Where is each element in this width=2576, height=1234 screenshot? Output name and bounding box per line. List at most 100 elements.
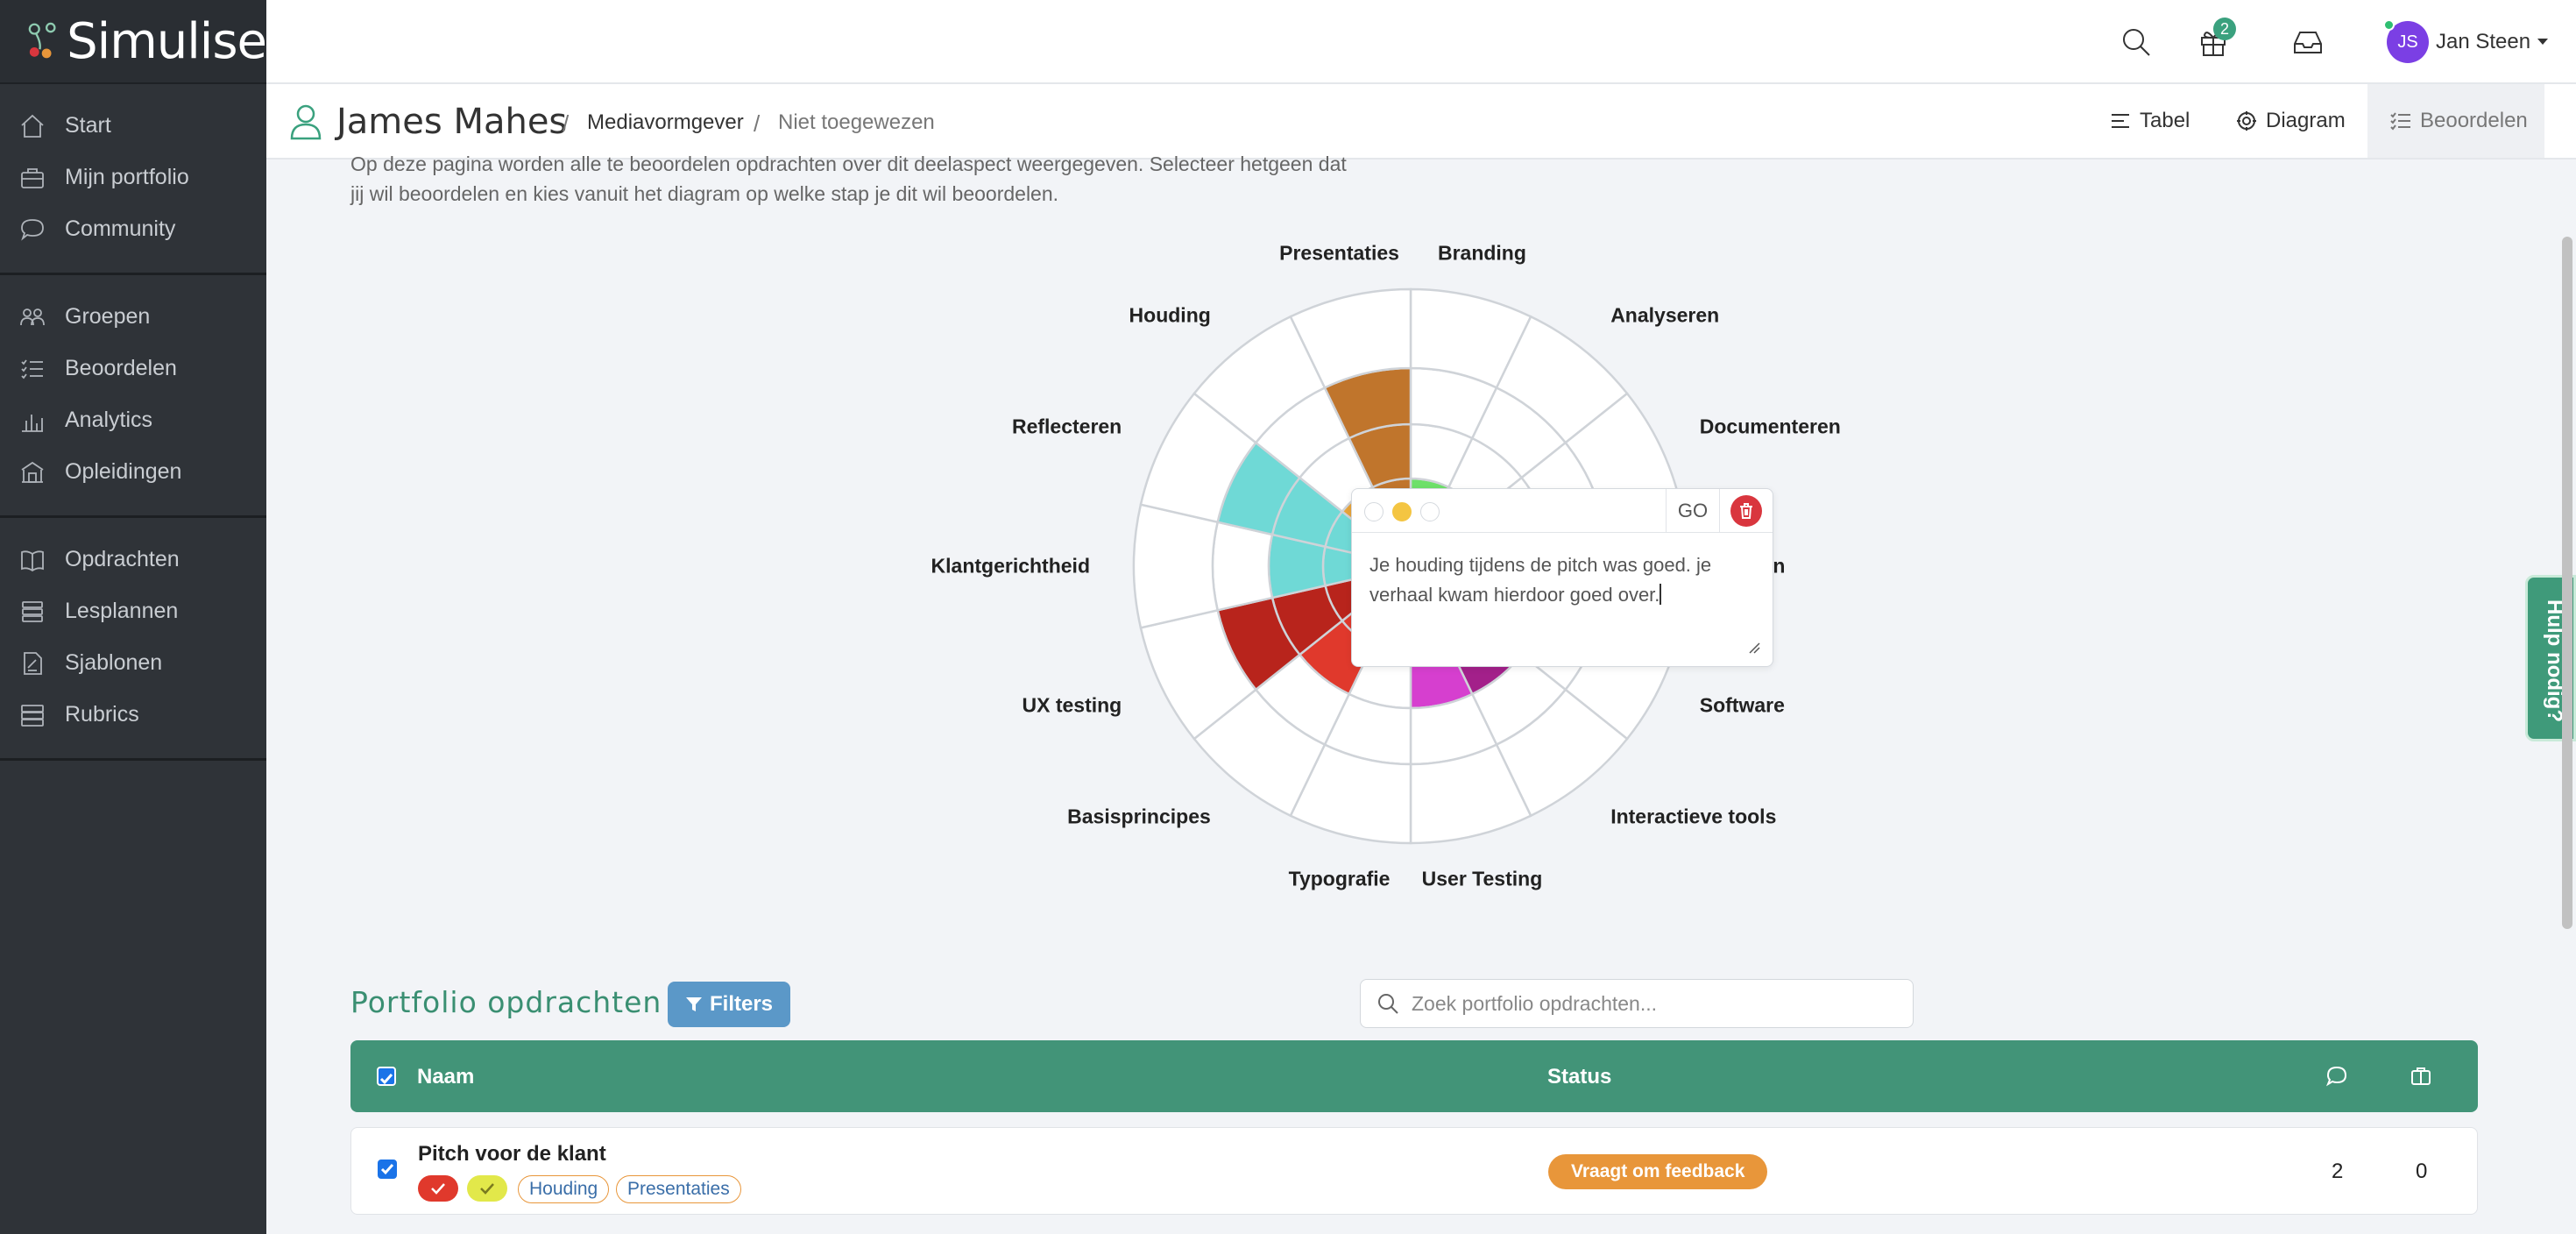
breadcrumb-separator: / (754, 110, 761, 137)
resize-handle-icon[interactable] (1748, 642, 1760, 654)
chart-category-label: Analyseren (1610, 303, 1720, 327)
table-row[interactable]: Pitch voor de klant Houding Presentaties… (350, 1127, 2478, 1215)
tab-diagram[interactable]: Diagram (2236, 84, 2367, 158)
comment-icon[interactable] (2325, 1065, 2348, 1088)
home-icon (21, 114, 44, 138)
chart-category-label: Basisprincipes (1067, 805, 1211, 828)
nav-group: Groepen Beoordelen Analytics Opleidingen (0, 275, 266, 518)
sidebar-item-label: Rubrics (65, 702, 139, 727)
search-icon[interactable] (2120, 26, 2152, 58)
logo[interactable]: Simulise (0, 0, 267, 84)
chart-category-label: Typografie (1288, 867, 1391, 890)
sidebar-item-mijn-portfolio[interactable]: Mijn portfolio (0, 152, 266, 203)
column-header-status[interactable]: Status (1547, 1065, 1612, 1089)
inbox-icon[interactable] (2292, 26, 2324, 58)
column-header-name[interactable]: Naam (417, 1065, 475, 1089)
sidebar-item-rubrics[interactable]: Rubrics (0, 689, 266, 741)
tab-beoordelen[interactable]: Beoordelen (2367, 84, 2544, 158)
chart-segment-presentaties-level-4[interactable] (1289, 287, 1412, 390)
chart-category-label: Reflecteren (1011, 415, 1122, 438)
stack-icon (22, 600, 43, 622)
attachment-count: 0 (2416, 1160, 2428, 1183)
breadcrumb-separator: / (563, 110, 570, 137)
user-name[interactable]: Jan Steen (2436, 30, 2531, 53)
color-dot-yellow[interactable] (1392, 502, 1412, 521)
tab-label: Tabel (2140, 109, 2190, 132)
tab-tabel[interactable]: Tabel (2110, 84, 2208, 158)
comment-line: verhaal kwam hierdoor goed over. (1369, 584, 1660, 606)
chart-category-label: User Testing (1421, 867, 1543, 890)
simulise-logo-icon (28, 22, 56, 59)
filters-label: Filters (709, 992, 774, 1016)
sidebar-item-label: Mijn portfolio (65, 165, 189, 189)
chat-icon (21, 218, 44, 241)
breadcrumb-item-program[interactable]: Mediavormgever (587, 110, 744, 134)
sidebar-item-community[interactable]: Community (0, 203, 266, 255)
sidebar-item-label: Start (65, 113, 111, 138)
color-dot-white[interactable] (1420, 502, 1440, 521)
user-icon (289, 103, 322, 140)
sidebar: Simulise Start Mijn portfolio Community Gro… (0, 0, 267, 1234)
bar-chart-icon (22, 414, 43, 432)
gift-icon[interactable] (2197, 26, 2229, 58)
list-icon (2112, 114, 2129, 128)
briefcase-icon[interactable] (2410, 1065, 2432, 1088)
chart-category-label: Software (1699, 693, 1785, 717)
avatar[interactable]: JS (2387, 21, 2429, 63)
skill-tag: Houding (518, 1175, 610, 1203)
filter-icon (685, 997, 702, 1011)
search-input[interactable] (1412, 991, 1885, 1016)
status-badge: Vraagt om feedback (1548, 1154, 1768, 1189)
trash-icon (1740, 503, 1752, 519)
go-button[interactable]: GO (1666, 489, 1720, 533)
sidebar-item-label: Sjablonen (65, 650, 163, 675)
sidebar-item-opdrachten[interactable]: Opdrachten (0, 534, 266, 585)
chart-category-label: UX testing (1022, 693, 1122, 717)
check-icon (480, 1183, 494, 1195)
tab-label: Diagram (2266, 109, 2346, 132)
sidebar-item-analytics[interactable]: Analytics (0, 394, 266, 446)
task-name[interactable]: Pitch voor de klant (418, 1142, 606, 1166)
search-box (1360, 979, 1914, 1028)
chart-segment-klantgerichtheid-level-4[interactable] (1132, 503, 1220, 629)
chart-category-label: Interactieve tools (1610, 805, 1777, 828)
comment-textarea[interactable]: Je houding tijdens de pitch was goed. je… (1369, 550, 1755, 610)
chart-category-label: Houding (1129, 303, 1211, 327)
sidebar-item-lesplannen[interactable]: Lesplannen (0, 585, 266, 637)
server-icon (21, 704, 44, 727)
color-dot-white[interactable] (1364, 502, 1384, 521)
intro-line: jij wil beoordelen en kies vanuit het di… (350, 182, 1059, 205)
row-checkbox[interactable] (378, 1160, 397, 1179)
checklist-icon (2390, 112, 2410, 131)
briefcase-icon (21, 167, 44, 188)
file-icon (24, 651, 42, 675)
sidebar-item-groepen[interactable]: Groepen (0, 291, 266, 343)
book-icon (21, 550, 44, 571)
chart-segment-klantgerichtheid-level-3[interactable] (1211, 521, 1274, 612)
scrollbar[interactable] (2562, 237, 2572, 929)
checklist-icon (21, 358, 43, 379)
sidebar-item-opleidingen[interactable]: Opleidingen (0, 446, 266, 498)
select-all-checkbox[interactable] (377, 1067, 396, 1086)
sidebar-item-sjablonen[interactable]: Sjablonen (0, 637, 266, 689)
chart-category-label: Documenteren (1699, 415, 1841, 438)
sidebar-item-start[interactable]: Start (0, 100, 266, 152)
page-title: James Mahes (336, 102, 568, 142)
intro-line: Op deze pagina worden alle te beoordelen… (350, 152, 1347, 175)
delete-button[interactable] (1730, 495, 1762, 527)
intro-text: Op deze pagina worden alle te beoordelen… (350, 149, 1437, 209)
comment-line: Je houding tijdens de pitch was goed. je (1369, 554, 1712, 576)
level-check-tag (418, 1175, 458, 1202)
school-icon (21, 461, 44, 483)
breadcrumb-item-group[interactable]: Niet toegewezen (778, 110, 935, 134)
users-icon (20, 308, 45, 325)
app-name: Simulise (67, 12, 267, 70)
sidebar-item-label: Opdrachten (65, 547, 180, 571)
chevron-down-icon[interactable] (2537, 39, 2548, 45)
skill-tag: Presentaties (616, 1175, 741, 1203)
sidebar-item-label: Groepen (65, 304, 151, 329)
filters-button[interactable]: Filters (668, 982, 790, 1027)
sidebar-item-label: Beoordelen (65, 356, 177, 380)
nav-group: Start Mijn portfolio Community (0, 84, 266, 275)
sidebar-item-beoordelen[interactable]: Beoordelen (0, 343, 266, 394)
